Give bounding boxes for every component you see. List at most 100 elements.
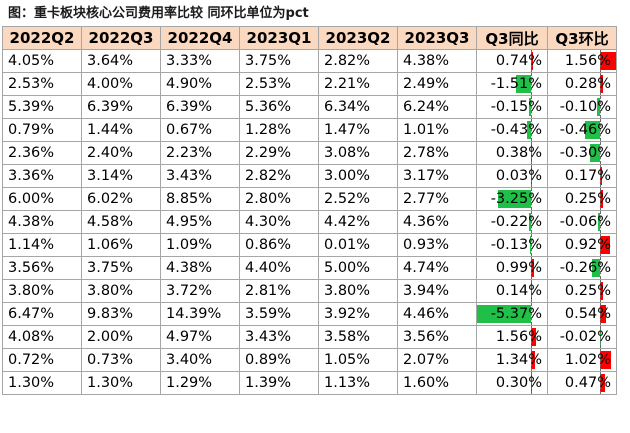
positive-data-bar — [600, 282, 603, 300]
table-row: 0.72% 0.73% 3.40% 0.89% 1.05% 2.07% 1.34% 1.02% — [2, 348, 617, 372]
table-cell: 3.58% — [318, 325, 398, 349]
q3-yoy-cell: 0.74% — [476, 49, 548, 73]
cell-value: 1.56% — [495, 329, 542, 345]
table-cell: 3.56% — [2, 256, 82, 280]
q3-qoq-cell: 0.25% — [547, 187, 617, 211]
zero-axis-line — [600, 96, 602, 118]
table-cell: 1.13% — [318, 371, 398, 395]
q3-yoy-cell: 0.03% — [476, 164, 548, 188]
table-cell: 3.33% — [160, 49, 240, 73]
positive-data-bar — [600, 190, 603, 208]
table-cell: 3.43% — [239, 325, 319, 349]
table-cell: 2.29% — [239, 141, 319, 165]
zero-axis-line — [600, 188, 602, 210]
table-cell: 1.28% — [239, 118, 319, 142]
cell-value: -1.51% — [490, 76, 542, 92]
cell-value: 0.17% — [564, 168, 611, 184]
q3-qoq-cell: -0.06% — [547, 210, 617, 234]
table-cell: 4.36% — [397, 210, 477, 234]
table-cell: 2.00% — [81, 325, 161, 349]
q3-qoq-cell: -0.46% — [547, 118, 617, 142]
zero-axis-line — [600, 211, 602, 233]
table-cell: 6.00% — [2, 187, 82, 211]
zero-axis-line — [600, 234, 602, 256]
header-row: 2022Q2 2022Q3 2022Q4 2023Q1 2023Q2 2023Q… — [2, 26, 617, 50]
q3-yoy-cell: 0.30% — [476, 371, 548, 395]
q3-yoy-cell: -0.15% — [476, 95, 548, 119]
table-cell: 6.47% — [2, 302, 82, 326]
negative-data-bar — [591, 259, 601, 277]
table-cell: 3.72% — [160, 279, 240, 303]
table-cell: 14.39% — [160, 302, 240, 326]
q3-yoy-cell: -5.37% — [476, 302, 548, 326]
table-cell: 0.73% — [81, 348, 161, 372]
q3-yoy-cell: 1.56% — [476, 325, 548, 349]
positive-data-bar — [600, 351, 611, 369]
positive-data-bar — [600, 52, 616, 70]
col-2023q1-header: 2023Q1 — [239, 26, 319, 50]
table-cell: 1.06% — [81, 233, 161, 257]
table-cell: 4.90% — [160, 72, 240, 96]
table-cell: 1.30% — [81, 371, 161, 395]
table-cell: 1.30% — [2, 371, 82, 395]
table-cell: 0.86% — [239, 233, 319, 257]
table-cell: 1.05% — [318, 348, 398, 372]
zero-axis-line — [530, 119, 532, 141]
table-cell: 1.47% — [318, 118, 398, 142]
q3-yoy-cell: -3.25% — [476, 187, 548, 211]
q3-yoy-cell: -1.51% — [476, 72, 548, 96]
table-cell: 4.97% — [160, 325, 240, 349]
table-cell: 1.09% — [160, 233, 240, 257]
negative-data-bar — [477, 305, 531, 323]
table-cell: 4.46% — [397, 302, 477, 326]
table-cell: 0.89% — [239, 348, 319, 372]
q3-yoy-cell: 0.14% — [476, 279, 548, 303]
col-q3-yoy-header: Q3同比 — [476, 26, 548, 50]
table-cell: 2.49% — [397, 72, 477, 96]
table-row: 4.38% 4.58% 4.95% 4.30% 4.42% 4.36% -0.22% -0.0… — [2, 210, 617, 234]
table-cell: 4.38% — [160, 256, 240, 280]
table-cell: 4.58% — [81, 210, 161, 234]
table-cell: 4.38% — [397, 49, 477, 73]
negative-data-bar — [515, 75, 531, 93]
table-row: 0.79% 1.44% 0.67% 1.28% 1.47% 1.01% -0.43% -0.4… — [2, 118, 617, 142]
zero-axis-line — [600, 165, 602, 187]
table-cell: 2.82% — [318, 49, 398, 73]
zero-axis-line — [530, 188, 532, 210]
table-cell: 2.07% — [397, 348, 477, 372]
positive-data-bar — [600, 305, 606, 323]
q3-qoq-cell: 1.56% — [547, 49, 617, 73]
table-cell: 3.00% — [318, 164, 398, 188]
table-row: 1.14% 1.06% 1.09% 0.86% 0.01% 0.93% -0.13% 0.92… — [2, 233, 617, 257]
table-cell: 5.00% — [318, 256, 398, 280]
table-cell: 4.30% — [239, 210, 319, 234]
zero-axis-line — [530, 96, 532, 118]
q3-yoy-cell: 1.34% — [476, 348, 548, 372]
col-2022q3-header: 2022Q3 — [81, 26, 161, 50]
cell-value: -0.46% — [559, 122, 611, 138]
zero-axis-line — [530, 326, 532, 348]
negative-data-bar — [598, 213, 601, 231]
table-row: 6.47% 9.83% 14.39% 3.59% 3.92% 4.46% -5.37% 0.5… — [2, 302, 617, 326]
table-cell: 3.80% — [81, 279, 161, 303]
cell-value: 1.56% — [564, 53, 611, 69]
table-cell: 2.81% — [239, 279, 319, 303]
col-2023q3-header: 2023Q3 — [397, 26, 477, 50]
table-cell: 1.29% — [160, 371, 240, 395]
cell-value: 0.99% — [495, 260, 542, 276]
q3-qoq-cell: 0.92% — [547, 233, 617, 257]
table-cell: 3.08% — [318, 141, 398, 165]
table-cell: 0.01% — [318, 233, 398, 257]
zero-axis-line — [530, 50, 532, 72]
table-cell: 3.75% — [239, 49, 319, 73]
table-cell: 2.82% — [239, 164, 319, 188]
cell-value: 1.34% — [495, 352, 542, 368]
table-row: 4.08% 2.00% 4.97% 3.43% 3.58% 3.56% 1.56% -0.02… — [2, 325, 617, 349]
cell-value: -0.43% — [490, 122, 542, 138]
table-cell: 3.75% — [81, 256, 161, 280]
cell-value: -0.10% — [559, 99, 611, 115]
table-cell: 6.24% — [397, 95, 477, 119]
table-cell: 3.80% — [2, 279, 82, 303]
table-cell: 1.60% — [397, 371, 477, 395]
zero-axis-line — [530, 280, 532, 302]
